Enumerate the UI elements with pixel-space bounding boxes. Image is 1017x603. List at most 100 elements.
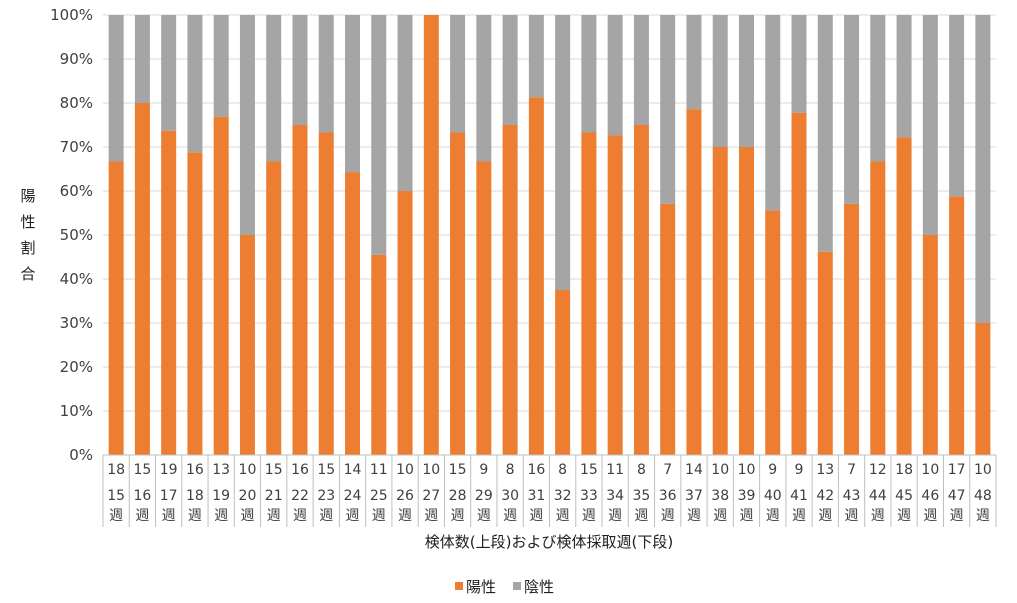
category-count-label: 15: [265, 462, 283, 478]
category-count-label: 9: [479, 462, 488, 478]
bar-positive: [817, 251, 833, 455]
bar-negative: [975, 15, 991, 323]
y-axis: 0% 10% 20% 30% 40% 50% 60% 70% 80% 90% 100%: [50, 6, 93, 464]
bar-negative: [345, 15, 361, 173]
bar-positive: [870, 161, 886, 455]
bar-positive: [318, 132, 334, 456]
bar-positive: [292, 125, 308, 455]
category-count-label: 13: [816, 462, 834, 478]
category-week-unit: 週: [503, 508, 517, 524]
category-count-label: 17: [948, 462, 966, 478]
category-week-unit: 週: [451, 508, 465, 524]
category-week-unit: 週: [845, 508, 859, 524]
bar-negative: [450, 15, 466, 133]
category-week-unit: 週: [556, 508, 570, 524]
category-week-label: 39: [738, 488, 756, 504]
category-week-unit: 週: [792, 508, 806, 524]
bar-positive: [607, 135, 623, 455]
legend-swatch: [455, 582, 463, 590]
category-week-label: 37: [685, 488, 703, 504]
category-count-label: 11: [606, 462, 624, 478]
category-week-unit: 週: [713, 508, 727, 524]
bar-negative: [266, 15, 282, 162]
bar-negative: [844, 15, 860, 204]
category-count-label: 16: [291, 462, 309, 478]
category-count-label: 10: [422, 462, 440, 478]
category-count-label: 9: [768, 462, 777, 478]
category-week-unit: 週: [477, 508, 491, 524]
y-tick-label: 10%: [60, 402, 93, 420]
bar-positive: [660, 203, 676, 455]
category-count-label: 15: [133, 462, 151, 478]
y-tick-label: 60%: [60, 182, 93, 200]
y-axis-title-char: 陽: [20, 187, 35, 205]
category-count-label: 10: [711, 462, 729, 478]
category-week-label: 36: [659, 488, 677, 504]
bar-negative: [896, 15, 912, 138]
category-count-label: 15: [317, 462, 335, 478]
y-tick-label: 100%: [50, 6, 93, 24]
bar-positive: [476, 161, 492, 455]
category-week-unit: 週: [398, 508, 412, 524]
category-week-unit: 週: [582, 508, 596, 524]
bar-positive: [922, 235, 938, 455]
category-count-label: 10: [239, 462, 257, 478]
bar-negative: [555, 15, 571, 290]
bar-negative: [922, 15, 938, 235]
bar-negative: [239, 15, 255, 235]
category-week-unit: 週: [293, 508, 307, 524]
y-tick-label: 20%: [60, 358, 93, 376]
category-week-label: 29: [475, 488, 493, 504]
y-tick-label: 30%: [60, 314, 93, 332]
bar-negative: [949, 15, 965, 197]
bar-positive: [108, 161, 124, 455]
y-axis-title: 陽性割合: [20, 187, 35, 283]
category-week-unit: 週: [739, 508, 753, 524]
bar-positive: [765, 210, 781, 455]
bar-negative: [791, 15, 807, 113]
category-week-unit: 週: [214, 508, 228, 524]
bar-negative: [765, 15, 781, 211]
bar-positive: [266, 161, 282, 455]
category-week-label: 34: [606, 488, 624, 504]
category-count-label: 19: [160, 462, 178, 478]
category-week-label: 48: [974, 488, 992, 504]
category-week-unit: 週: [162, 508, 176, 524]
category-week-label: 40: [764, 488, 782, 504]
category-week-unit: 週: [135, 508, 149, 524]
category-week-unit: 週: [897, 508, 911, 524]
bar-negative: [161, 15, 177, 131]
bar-positive: [896, 137, 912, 455]
category-week-label: 43: [843, 488, 861, 504]
bars: [108, 15, 991, 456]
bar-positive: [975, 323, 991, 455]
category-week-unit: 週: [529, 508, 543, 524]
bar-positive: [738, 147, 754, 455]
bar-positive: [633, 125, 649, 455]
category-week-label: 31: [527, 488, 545, 504]
category-count-label: 10: [921, 462, 939, 478]
gridlines: [103, 14, 996, 456]
bar-negative: [371, 15, 387, 255]
bar-positive: [712, 147, 728, 455]
category-count-label: 11: [370, 462, 388, 478]
category-count-label: 15: [449, 462, 467, 478]
category-count-label: 8: [558, 462, 567, 478]
category-week-label: 35: [633, 488, 651, 504]
category-week-unit: 週: [608, 508, 622, 524]
category-week-unit: 週: [818, 508, 832, 524]
category-count-label: 8: [506, 462, 515, 478]
bar-negative: [134, 15, 150, 103]
bar-positive: [423, 15, 439, 455]
category-week-unit: 週: [267, 508, 281, 524]
category-week-label: 28: [449, 488, 467, 504]
bar-positive: [555, 290, 571, 455]
category-count-label: 7: [663, 462, 672, 478]
bar-positive: [450, 132, 466, 456]
y-tick-label: 40%: [60, 270, 93, 288]
bar-positive: [187, 152, 203, 455]
category-week-unit: 週: [950, 508, 964, 524]
y-tick-label: 70%: [60, 138, 93, 156]
category-count-label: 13: [212, 462, 230, 478]
